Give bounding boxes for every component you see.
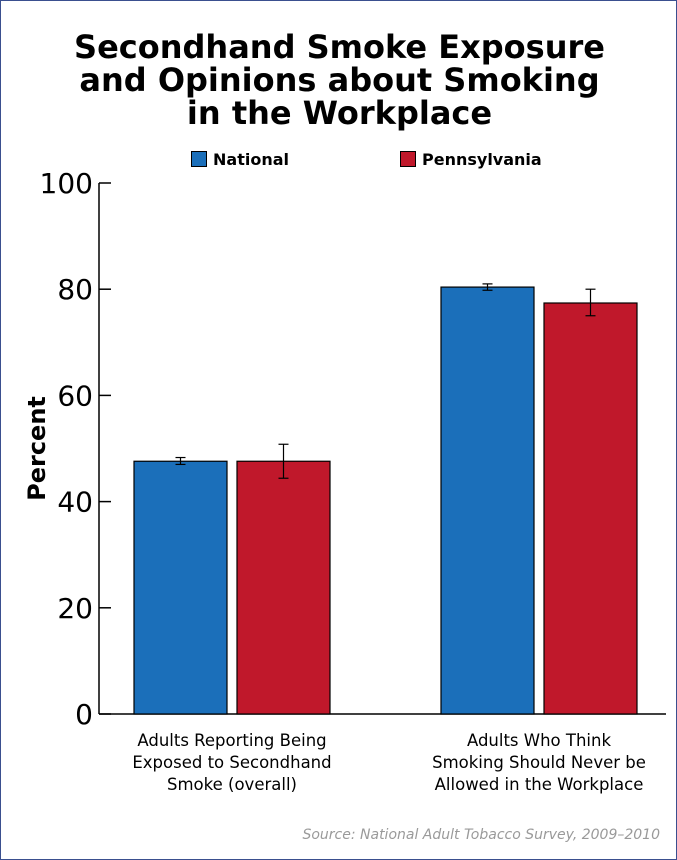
x-category-label-0: Adults Reporting Being Exposed to Secondh… <box>132 731 331 794</box>
chart-title-line-2: and Opinions about Smoking <box>79 61 600 99</box>
y-tick-label: 80 <box>57 273 93 306</box>
source-note: Source: National Adult Tobacco Survey, 2… <box>302 827 660 843</box>
bar-pennsylvania-0 <box>236 460 331 715</box>
x-category-label-line: Smoking Should Never be <box>432 753 646 772</box>
bar-chart: 0 20 40 60 80 100 Percent Adults Reporting Bein… <box>23 167 666 794</box>
bar-pennsylvania-1 <box>543 302 638 715</box>
bar-national-1 <box>440 286 535 715</box>
y-tick-label: 0 <box>75 698 93 731</box>
y-axis-title: Percent <box>23 396 51 501</box>
chart-title: Secondhand Smoke Exposure and Opinions a… <box>1 31 677 130</box>
x-category-label-line: Exposed to Secondhand <box>132 753 331 772</box>
chart-title-line-1: Secondhand Smoke Exposure <box>74 28 605 66</box>
legend-item-pennsylvania: Pennsylvania <box>400 149 542 169</box>
legend-item-national: National <box>191 149 289 169</box>
y-tick-label: 20 <box>57 592 93 625</box>
chart-title-line-3: in the Workplace <box>186 94 493 132</box>
x-category-label-line: Smoke (overall) <box>167 775 297 794</box>
x-category-label-line: Adults Reporting Being <box>137 731 326 750</box>
x-category-label-line: Allowed in the Workplace <box>435 775 644 794</box>
legend-label-national: National <box>213 149 289 169</box>
y-tick-label: 60 <box>57 379 93 412</box>
y-tick-label: 40 <box>57 486 93 519</box>
y-tick-label: 100 <box>40 167 93 200</box>
legend-label-pennsylvania: Pennsylvania <box>422 149 542 169</box>
bar-national-0 <box>133 460 228 715</box>
legend-swatch-pennsylvania <box>400 151 416 167</box>
x-category-label-line: Adults Who Think <box>467 731 612 750</box>
legend-swatch-national <box>191 151 207 167</box>
x-category-label-1: Adults Who Think Smoking Should Never be A… <box>432 731 646 794</box>
